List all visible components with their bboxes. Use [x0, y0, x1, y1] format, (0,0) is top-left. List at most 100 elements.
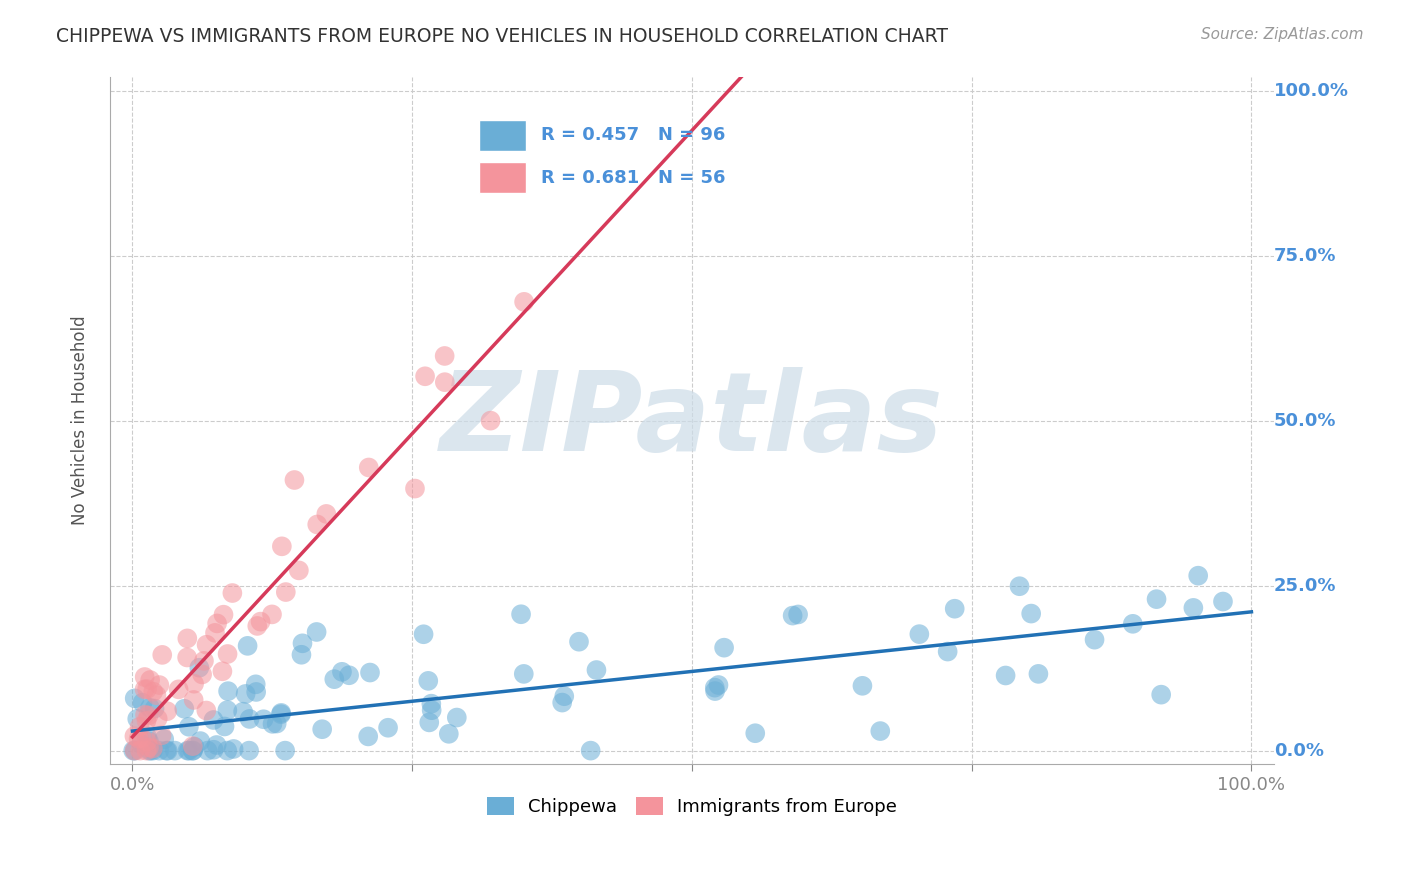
- Point: [142, 684, 165, 698]
- Point: [181, 744, 204, 758]
- Point: [288, 563, 311, 577]
- Text: 75.0%: 75.0%: [1274, 246, 1336, 265]
- Point: [148, 678, 170, 692]
- Point: [176, 744, 198, 758]
- Point: [274, 744, 297, 758]
- Point: [943, 601, 966, 615]
- Point: [433, 349, 456, 363]
- Text: 100.0%: 100.0%: [1274, 82, 1348, 100]
- Y-axis label: No Vehicles in Household: No Vehicles in Household: [72, 316, 89, 525]
- Point: [142, 741, 165, 756]
- Point: [1182, 600, 1205, 615]
- Point: [1150, 688, 1173, 702]
- Point: [1019, 607, 1042, 621]
- Point: [156, 744, 179, 758]
- Point: [134, 682, 156, 697]
- Point: [245, 685, 267, 699]
- Legend: Chippewa, Immigrants from Europe: Chippewa, Immigrants from Europe: [479, 789, 904, 823]
- Point: [139, 673, 162, 687]
- Point: [1028, 666, 1050, 681]
- Point: [307, 517, 329, 532]
- Point: [377, 721, 399, 735]
- Point: [221, 586, 243, 600]
- Point: [156, 704, 179, 718]
- Point: [315, 507, 337, 521]
- Point: [703, 681, 725, 695]
- Point: [1187, 568, 1209, 582]
- Point: [124, 744, 146, 758]
- Point: [217, 684, 239, 698]
- Point: [359, 665, 381, 680]
- Point: [357, 460, 380, 475]
- Point: [418, 673, 440, 688]
- Point: [205, 616, 228, 631]
- Text: 50.0%: 50.0%: [1274, 411, 1336, 430]
- Point: [305, 624, 328, 639]
- Point: [167, 682, 190, 697]
- Point: [131, 737, 153, 751]
- Point: [177, 744, 200, 758]
- Point: [404, 482, 426, 496]
- Point: [181, 739, 204, 753]
- Point: [217, 703, 239, 717]
- Point: [163, 744, 186, 758]
- Point: [136, 730, 159, 744]
- Point: [787, 607, 810, 622]
- Point: [138, 708, 160, 723]
- Point: [135, 744, 157, 758]
- Text: 25.0%: 25.0%: [1274, 576, 1336, 595]
- Point: [135, 714, 157, 728]
- Point: [146, 712, 169, 726]
- Point: [851, 679, 873, 693]
- Point: [290, 648, 312, 662]
- Bar: [478, 162, 526, 194]
- Point: [270, 707, 292, 722]
- Point: [936, 644, 959, 658]
- Point: [418, 715, 440, 730]
- Point: [124, 729, 146, 743]
- Point: [142, 744, 165, 758]
- Point: [1122, 616, 1144, 631]
- Point: [283, 473, 305, 487]
- Text: Source: ZipAtlas.com: Source: ZipAtlas.com: [1201, 27, 1364, 42]
- Point: [134, 707, 156, 722]
- Point: [869, 724, 891, 739]
- Point: [214, 719, 236, 733]
- Point: [551, 696, 574, 710]
- Point: [173, 702, 195, 716]
- Point: [236, 639, 259, 653]
- Point: [510, 607, 533, 622]
- Point: [245, 677, 267, 691]
- Point: [420, 697, 443, 711]
- Point: [205, 738, 228, 752]
- Point: [202, 713, 225, 727]
- Text: 0.0%: 0.0%: [1274, 741, 1324, 760]
- Point: [143, 701, 166, 715]
- Point: [129, 744, 152, 758]
- Point: [150, 648, 173, 662]
- Point: [202, 743, 225, 757]
- Point: [217, 744, 239, 758]
- Point: [188, 734, 211, 748]
- Point: [188, 661, 211, 675]
- Point: [323, 672, 346, 686]
- Point: [994, 668, 1017, 682]
- Text: CHIPPEWA VS IMMIGRANTS FROM EUROPE NO VEHICLES IN HOUSEHOLD CORRELATION CHART: CHIPPEWA VS IMMIGRANTS FROM EUROPE NO VE…: [56, 27, 948, 45]
- Point: [124, 691, 146, 706]
- Point: [513, 294, 536, 309]
- Point: [238, 712, 260, 726]
- Point: [433, 375, 456, 389]
- Point: [124, 744, 146, 758]
- Point: [291, 636, 314, 650]
- Point: [131, 696, 153, 710]
- Point: [330, 665, 353, 679]
- Point: [155, 744, 177, 758]
- Point: [513, 666, 536, 681]
- Point: [479, 414, 502, 428]
- Point: [183, 739, 205, 754]
- Point: [412, 627, 434, 641]
- Point: [274, 585, 297, 599]
- Point: [181, 744, 204, 758]
- Point: [704, 684, 727, 698]
- Point: [131, 731, 153, 745]
